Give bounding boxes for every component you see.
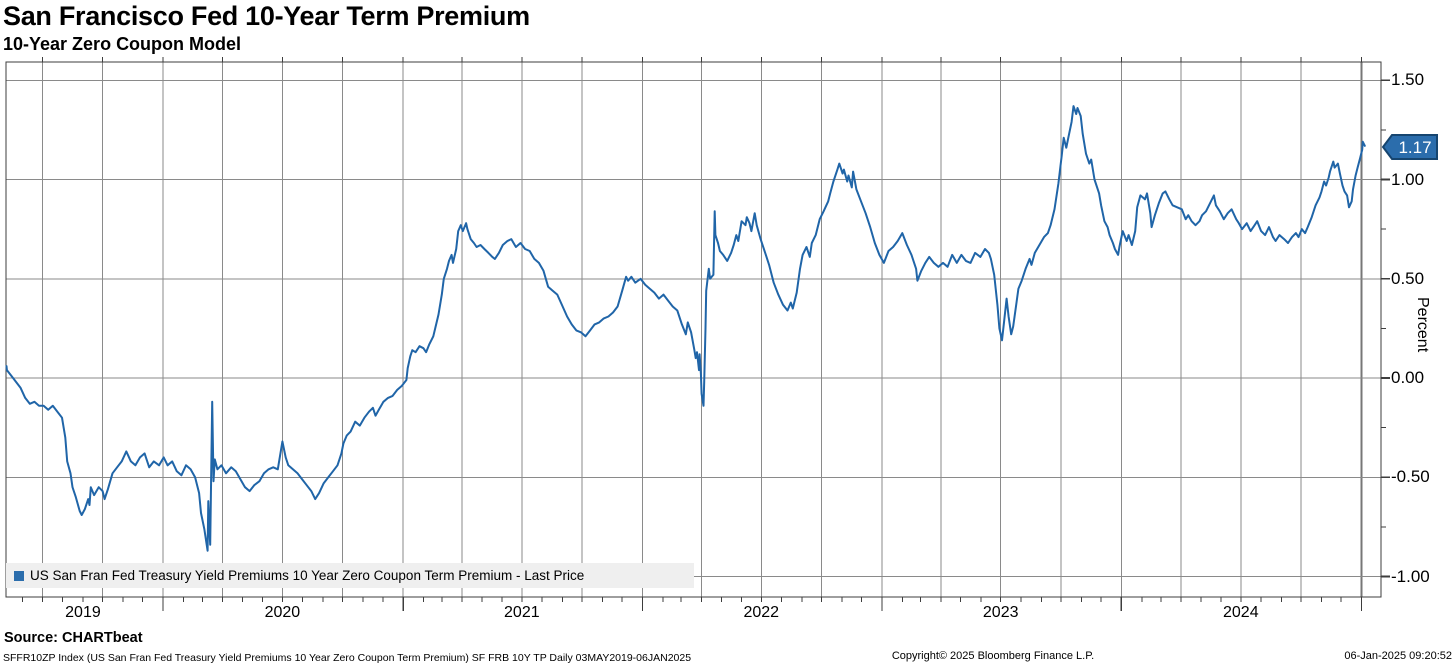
x-axis-year-label: 2020 [264, 604, 301, 621]
axis-ticks [22, 57, 1390, 611]
y-axis-label: -1.00 [1391, 566, 1430, 586]
plot-border [5, 61, 1382, 598]
y-axis-label: -0.50 [1391, 467, 1430, 487]
page-title: San Francisco Fed 10-Year Term Premium [3, 1, 530, 31]
price-line [5, 105, 1366, 552]
x-axis-year-label: 2021 [504, 604, 540, 621]
legend-label: US San Fran Fed Treasury Yield Premiums … [30, 568, 585, 583]
copyright-notice: Copyright© 2025 Bloomberg Finance L.P. [891, 650, 1095, 662]
y-axis-label: 0.50 [1391, 268, 1425, 288]
chart-subtitle: 10-Year Zero Coupon Model [3, 34, 242, 54]
gridlines [6, 62, 1381, 597]
x-axis-year-label: 2023 [982, 604, 1019, 621]
y-axis-label: 1.50 [1391, 70, 1425, 90]
y-axis-label: 0.00 [1391, 368, 1425, 387]
last-price-value: 1.17 [1398, 138, 1431, 157]
last-price-badge-shape [1381, 134, 1438, 160]
series-marker-icon [14, 570, 24, 581]
legend: US San Fran Fed Treasury Yield Premiums … [6, 563, 694, 588]
y-axis-label: 1.00 [1391, 169, 1425, 189]
timestamp: 06-Jan-2025 09:20:52 [1344, 650, 1452, 662]
ticker-description: SFFR10ZP Index (US San Fran Fed Treasury… [3, 652, 692, 664]
x-axis-year-label: 2019 [65, 604, 101, 621]
source-line: Source: CHARTbeat [4, 630, 143, 646]
x-axis-year-label: 2024 [1223, 604, 1259, 621]
x-axis-year-label: 2022 [743, 604, 780, 621]
